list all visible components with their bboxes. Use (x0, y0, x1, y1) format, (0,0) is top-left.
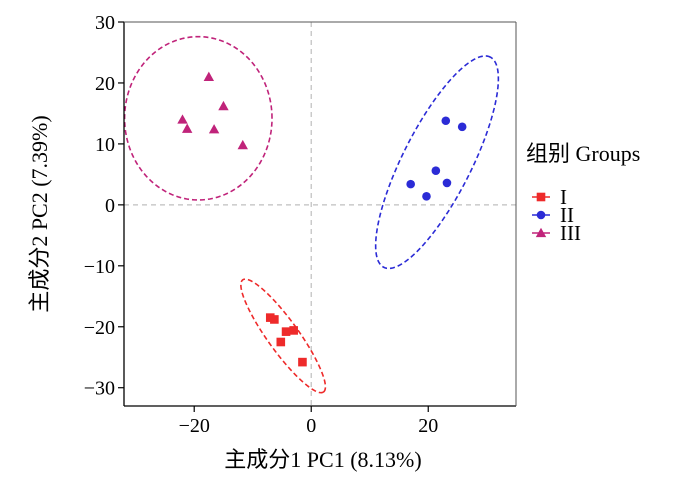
x-axis-title: 主成分1 PC1 (8.13%) (224, 447, 421, 472)
y-tick-label: −30 (84, 378, 115, 400)
y-axis-ticks: −30 −20 −10 0 10 20 30 (84, 12, 124, 400)
data-point (276, 337, 286, 347)
legend-item-II: II (532, 203, 574, 227)
legend-label: III (560, 221, 581, 245)
series-group-II (374, 55, 500, 270)
y-tick-label: 20 (95, 73, 115, 95)
legend-item-III: III (532, 221, 581, 245)
legend-marker (536, 192, 546, 202)
confidence-ellipse-II (374, 55, 500, 270)
y-tick-label: −10 (84, 256, 115, 278)
data-point (281, 327, 291, 336)
x-tick-label: 20 (418, 415, 438, 437)
confidence-ellipse-I (240, 278, 327, 394)
confidence-ellipse-III (123, 35, 273, 201)
data-point (298, 357, 307, 367)
data-point (431, 166, 441, 176)
legend-item-I: I (532, 185, 567, 209)
data-point (422, 192, 431, 201)
data-point (218, 100, 229, 111)
data-point (406, 179, 415, 189)
legend-marker (536, 210, 546, 220)
x-tick-label: −20 (179, 415, 210, 437)
data-point (181, 123, 193, 133)
data-point (270, 315, 279, 324)
legend-title: 组别 Groups (526, 141, 640, 166)
y-tick-label: 0 (105, 195, 115, 217)
data-point (237, 139, 248, 150)
plot-area (123, 21, 517, 407)
y-tick-label: 30 (95, 12, 115, 34)
y-axis-title: 主成分2 PC2 (7.39%) (27, 115, 52, 312)
legend-label: I (560, 185, 567, 209)
legend-marker (535, 227, 547, 238)
data-point (289, 326, 298, 335)
data-point (208, 124, 220, 134)
x-tick-label: 0 (306, 415, 316, 437)
data-point (442, 178, 452, 188)
x-axis-ticks: −20 0 20 (179, 406, 438, 437)
y-tick-label: 10 (95, 134, 115, 156)
data-point (203, 71, 215, 82)
data-point (441, 116, 451, 126)
data-point (457, 122, 467, 132)
data-point (177, 114, 188, 124)
series-group-III (123, 35, 273, 201)
legend-label: II (560, 203, 574, 227)
series-group-I (240, 278, 327, 394)
y-tick-label: −20 (84, 317, 115, 339)
